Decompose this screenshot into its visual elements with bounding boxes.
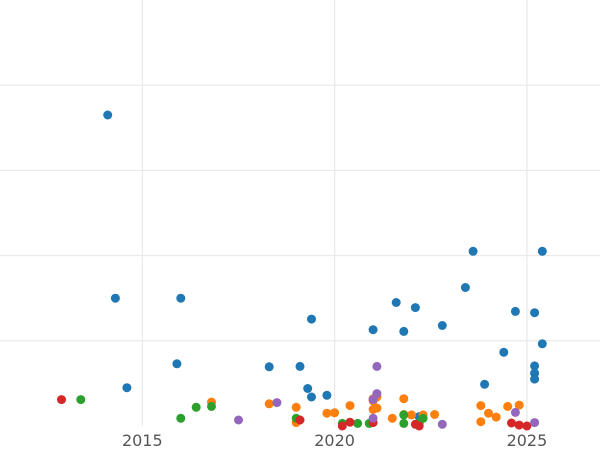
tick-labels: 2015 2020 2025 [122, 431, 547, 450]
data-point [207, 401, 216, 411]
data-point [322, 390, 332, 400]
data-point [437, 419, 447, 429]
data-point [522, 421, 532, 431]
data-point [387, 413, 397, 423]
x-tick-label: 2015 [122, 431, 163, 450]
data-point [264, 362, 274, 372]
data-point [110, 293, 120, 303]
data-point [530, 374, 540, 384]
data-point [307, 314, 316, 324]
data-point [122, 383, 132, 393]
data-point [399, 410, 409, 420]
data-point [303, 384, 313, 393]
data-point [537, 246, 547, 256]
data-point [372, 403, 382, 413]
data-point [330, 408, 340, 418]
data-point [507, 418, 516, 428]
data-point [345, 401, 355, 411]
data-point [368, 413, 378, 423]
x-tick-label: 2020 [314, 431, 355, 450]
data-point [414, 421, 424, 431]
data-point [295, 415, 305, 425]
data-point [510, 407, 520, 417]
data-point [399, 418, 409, 428]
data-point [176, 293, 186, 303]
data-point [307, 392, 316, 402]
data-point [510, 306, 520, 316]
data-point [264, 399, 274, 409]
data-point [476, 417, 486, 427]
data-point [295, 361, 305, 371]
data-point [272, 398, 282, 408]
data-point [368, 325, 378, 335]
data-point [103, 110, 113, 120]
data-point [437, 321, 447, 330]
data-point [345, 417, 355, 427]
x-tick-label: 2025 [507, 431, 548, 450]
data-point [503, 401, 513, 411]
data-point [399, 394, 409, 404]
data-point [234, 415, 243, 425]
data-point [514, 400, 524, 410]
data-point [530, 418, 540, 428]
data-point [491, 412, 501, 422]
data-point [172, 359, 182, 369]
data-point [468, 246, 478, 256]
data-point [499, 347, 509, 357]
data-point [530, 361, 540, 371]
data-point [191, 402, 201, 412]
data-point [530, 308, 540, 318]
data-point [407, 410, 416, 420]
data-point [484, 408, 493, 418]
data-point [460, 283, 470, 292]
data-point [368, 395, 378, 405]
data-point [353, 418, 363, 428]
data-point [391, 298, 401, 307]
grid-layer [0, 0, 600, 426]
data-point [372, 361, 382, 371]
data-point [76, 395, 86, 405]
data-point [537, 339, 547, 349]
data-point [291, 402, 301, 412]
points-layer [57, 110, 547, 431]
data-point [337, 421, 347, 431]
data-point [176, 413, 186, 423]
data-point [514, 420, 524, 430]
data-point [480, 379, 490, 389]
data-point [399, 326, 409, 336]
data-point [322, 408, 332, 418]
data-point [418, 413, 428, 423]
data-point [410, 303, 420, 313]
data-point [57, 395, 66, 405]
data-point [476, 401, 486, 411]
data-point [430, 410, 440, 419]
